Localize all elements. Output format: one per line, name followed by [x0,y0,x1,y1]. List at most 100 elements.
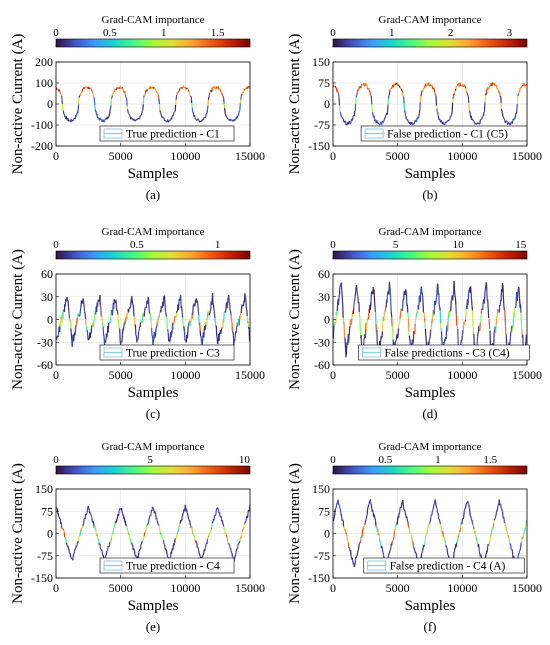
trace-segment [489,536,492,542]
trace-segment [232,331,234,336]
trace-segment [66,542,68,546]
trace-segment [137,331,140,339]
trace-segment [163,295,166,305]
trace-segment [373,289,376,302]
trace-segment [404,509,406,512]
colorbar-tick-label: 1 [435,454,441,466]
trace-segment [504,309,506,323]
colorbar [332,38,528,48]
trace-segment [62,110,64,112]
trace-segment [337,93,340,98]
trace-segment [353,565,356,568]
trace-segment [345,532,348,536]
trace-segment [525,339,527,346]
trace-segment [241,529,244,532]
trace-segment [344,528,346,531]
colorbar-tick-label: 0 [53,27,59,39]
y-tick-label: 75 [318,76,330,90]
trace-segment [386,111,389,116]
trace-segment [340,514,343,519]
trace-segment [78,536,80,538]
trace-segment [115,299,118,308]
trace-segment [341,296,344,305]
trace-segment [504,522,507,525]
panel-label: (f) [424,619,437,634]
trace-segment [214,87,216,90]
x-tick-label: 0 [53,149,59,163]
trace-segment [103,121,105,123]
trace-segment [381,549,384,553]
trace-segment [506,530,509,535]
trace-segment [215,510,217,515]
trace-segment [439,520,441,524]
trace-segment [488,86,491,89]
trace-segment [181,305,183,312]
y-tick-label: -150 [31,571,53,585]
trace-segment [458,85,461,87]
trace-segment [398,318,401,324]
trace-segment [355,95,358,98]
trace-segment [195,541,198,544]
trace-segment [152,339,155,346]
trace-segment [64,536,67,539]
trace-segment [429,519,432,523]
trace-segment [490,529,493,534]
trace-segment [503,517,505,524]
trace-segment [468,102,470,111]
trace-segment [87,505,90,510]
trace-segment [502,296,505,307]
trace-segment [432,506,435,509]
trace-segment [450,298,453,302]
trace-segment [140,543,143,546]
trace-segment [344,337,347,349]
trace-segment [517,93,520,96]
trace-segment [522,533,525,538]
trace-segment [109,540,112,543]
trace-segment [169,340,171,343]
trace-segment [467,502,470,505]
trace-segment [519,304,522,313]
colorbar-tick-label: 1 [215,239,221,251]
trace-segment [127,109,129,113]
legend-label: False prediction - C4 (A) [390,561,506,573]
trace-segment [425,534,427,536]
trace-segment [489,85,491,87]
trace-segment [93,315,96,320]
trace-segment [433,87,435,91]
trace-segment [84,311,86,314]
trace-segment [412,541,414,547]
trace-segment [454,88,457,91]
trace-segment [145,529,147,532]
trace-segment [239,99,242,104]
trace-segment [229,118,232,121]
trace-segment [197,546,199,550]
trace-segment [380,336,383,339]
chart-panel-1: Grad-CAM importance 0 0.5 1 1.5 -200 -100 0 100 2… [10,14,265,202]
trace-segment [216,335,218,340]
x-tick-label: 0 [53,368,59,382]
x-axis-label: Samples [128,385,179,401]
trace-segment [431,511,433,516]
trace-segment [57,329,60,338]
trace-segment [403,290,406,294]
x-axis-label: Samples [128,598,179,614]
x-tick-label: 10000 [447,149,477,163]
trace-segment [433,503,435,507]
trace-segment [390,301,392,312]
trace-segment [218,511,221,516]
trace-segment [101,119,104,123]
trace-segment [345,354,347,358]
trace-segment [209,311,211,313]
trace-segment [165,313,167,317]
trace-segment [390,311,393,317]
trace-segment [337,90,339,93]
trace-segment [373,514,376,518]
trace-segment [156,517,158,522]
trace-segment [343,526,345,528]
trace-segment [189,525,192,528]
panel-label: (b) [422,187,437,202]
y-tick-label: -150 [308,571,330,585]
trace-segment [206,312,209,317]
trace-segment [348,334,350,343]
trace-segment [225,534,228,538]
